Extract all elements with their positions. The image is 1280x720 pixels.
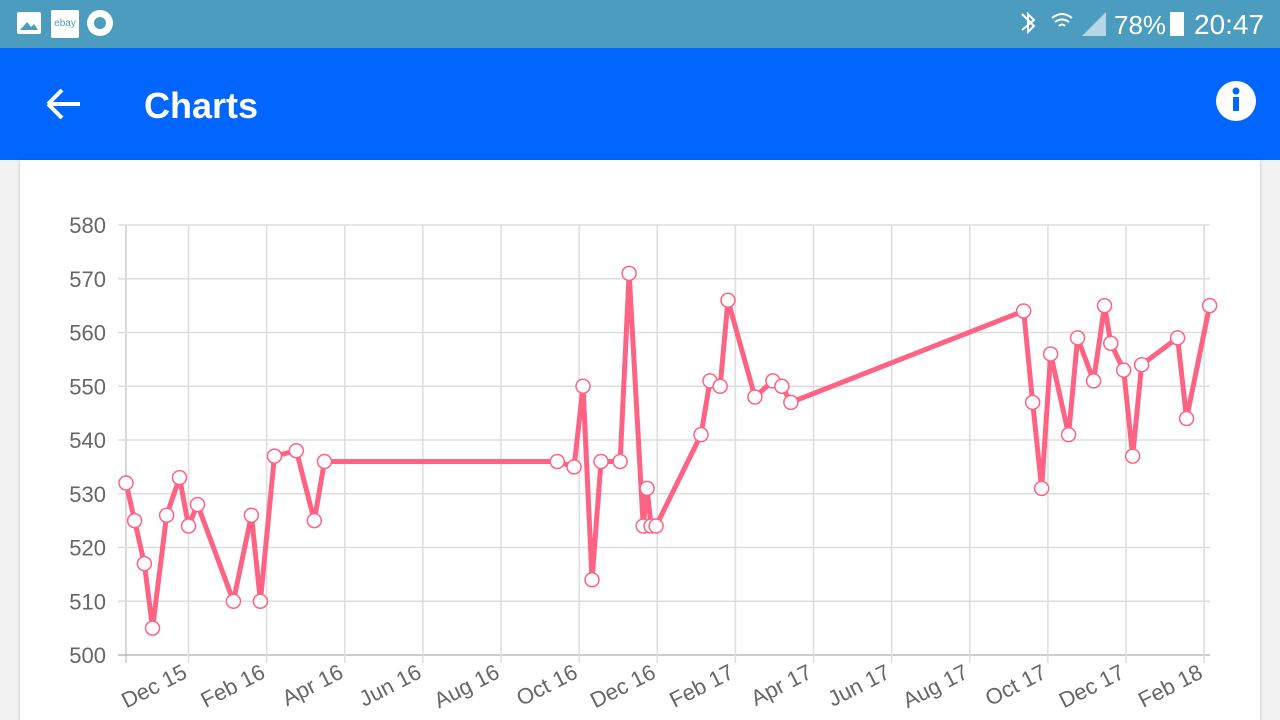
x-tick-label: Dec 15 bbox=[117, 659, 190, 713]
ebay-icon bbox=[51, 10, 79, 38]
data-point bbox=[712, 378, 728, 394]
data-point bbox=[747, 389, 763, 405]
data-point bbox=[136, 555, 153, 572]
signal-icon bbox=[1082, 12, 1106, 36]
data-point bbox=[720, 292, 736, 308]
back-button[interactable] bbox=[46, 88, 80, 120]
data-point bbox=[549, 453, 566, 470]
x-tick-label: Dec 16 bbox=[586, 659, 659, 713]
gallery-icon bbox=[17, 12, 41, 34]
data-point bbox=[1133, 357, 1150, 373]
data-point bbox=[144, 620, 161, 636]
x-tick-label: Aug 17 bbox=[899, 659, 972, 713]
status-bar: ebay 78% 20:47 bbox=[0, 0, 1280, 48]
x-tick-label: Aug 16 bbox=[430, 659, 503, 713]
data-point bbox=[774, 378, 790, 394]
y-tick-label: 510 bbox=[69, 589, 106, 614]
app-title: Charts bbox=[144, 85, 258, 126]
x-tick-label: Apr 16 bbox=[278, 659, 347, 711]
x-tick-label: Jun 16 bbox=[355, 659, 425, 711]
x-tick-label: Feb 17 bbox=[665, 659, 737, 712]
data-point bbox=[1115, 362, 1132, 378]
wifi-icon bbox=[1051, 13, 1073, 27]
data-point bbox=[693, 426, 709, 443]
data-point bbox=[126, 512, 143, 529]
battery-level: 78% bbox=[1114, 10, 1166, 40]
data-point bbox=[783, 394, 799, 411]
data-point bbox=[316, 453, 333, 470]
data-point bbox=[266, 448, 283, 464]
data-point bbox=[158, 507, 175, 523]
data-point bbox=[252, 593, 269, 609]
x-tick-label: Feb 16 bbox=[197, 659, 269, 712]
data-point bbox=[639, 480, 655, 497]
y-tick-label: 550 bbox=[69, 374, 106, 399]
y-tick-label: 540 bbox=[69, 428, 106, 453]
data-point bbox=[1124, 448, 1141, 464]
data-point bbox=[225, 593, 242, 609]
x-tick-label: Oct 17 bbox=[981, 659, 1050, 711]
data-point bbox=[1178, 410, 1195, 427]
data-point bbox=[593, 453, 609, 470]
data-point bbox=[1169, 330, 1186, 346]
y-tick-label: 520 bbox=[69, 536, 106, 561]
data-point bbox=[118, 475, 134, 491]
data-point bbox=[1033, 480, 1050, 497]
data-point bbox=[1085, 373, 1102, 389]
y-tick-label: 530 bbox=[69, 482, 106, 507]
data-point bbox=[180, 518, 197, 534]
data-point bbox=[575, 378, 591, 394]
data-point bbox=[288, 443, 305, 459]
app-bar-content: Charts bbox=[46, 81, 1256, 126]
data-point bbox=[566, 459, 582, 475]
status-icons: ebay 78% 20:47 bbox=[17, 9, 1264, 40]
battery-icon bbox=[1170, 12, 1184, 36]
data-point bbox=[1024, 394, 1041, 411]
data-point bbox=[306, 512, 323, 529]
data-point bbox=[189, 496, 206, 513]
data-point bbox=[621, 265, 637, 282]
y-tick-label: 580 bbox=[69, 213, 106, 238]
clock: 20:47 bbox=[1194, 9, 1264, 40]
ebay-label: ebay bbox=[54, 18, 76, 29]
app-bar: Charts bbox=[0, 48, 1280, 160]
data-point bbox=[1060, 426, 1077, 443]
data-line bbox=[123, 270, 1213, 631]
x-tick-label: Feb 18 bbox=[1134, 659, 1206, 712]
data-point bbox=[1015, 303, 1032, 319]
data-point bbox=[171, 469, 188, 486]
y-tick-label: 560 bbox=[69, 321, 106, 346]
y-tick-label: 570 bbox=[69, 267, 106, 292]
bluetooth-icon bbox=[1021, 11, 1036, 35]
y-tick-label: 500 bbox=[69, 643, 106, 668]
data-point bbox=[648, 518, 664, 534]
data-point bbox=[1069, 330, 1086, 346]
data-point bbox=[1042, 346, 1059, 362]
x-tick-label: Apr 17 bbox=[747, 659, 816, 711]
data-point bbox=[243, 507, 260, 523]
data-point bbox=[1103, 335, 1119, 351]
x-tick-label: Jun 17 bbox=[824, 659, 894, 711]
data-point bbox=[612, 453, 628, 470]
data-point bbox=[584, 572, 600, 588]
chart-card: 500 510 520 530 540 550 560 570 580 Dec 15 Feb 16 A… bbox=[20, 160, 1260, 720]
x-tick-label: Oct 16 bbox=[512, 659, 581, 711]
data-point bbox=[1096, 297, 1113, 314]
x-tick-label: Dec 17 bbox=[1055, 659, 1128, 713]
data-point bbox=[1201, 297, 1218, 314]
